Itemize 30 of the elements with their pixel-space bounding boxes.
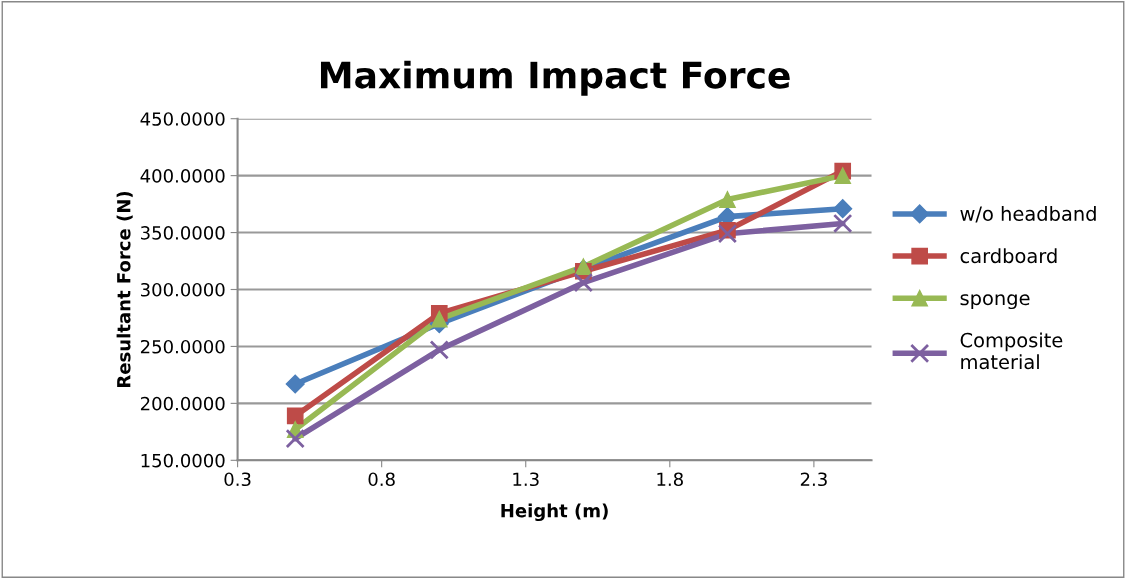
- legend-label: w/o headband: [960, 205, 1096, 223]
- point: [429, 340, 450, 360]
- legend-label: Composite material: [960, 332, 1063, 370]
- point: [573, 272, 594, 293]
- y-tick-label: 250.0000: [140, 339, 225, 354]
- x-tick-label: 0.8: [368, 472, 395, 487]
- y-tick-label: 150.0000: [141, 453, 225, 468]
- x-tick-label: 1.8: [657, 472, 683, 487]
- y-tick-label: 400.0000: [140, 169, 225, 183]
- x-tick-label: 0.3: [224, 472, 251, 487]
- point: [717, 223, 738, 244]
- y-tick-label: 200.0000: [140, 396, 225, 411]
- y-tick-label: 450.0000: [140, 112, 225, 126]
- legend-label: sponge: [960, 294, 1030, 310]
- point: [833, 199, 853, 219]
- point: [285, 428, 305, 449]
- chart-title: Maximum Impact Force: [320, 60, 790, 96]
- point: [285, 374, 305, 394]
- point: [719, 191, 736, 208]
- x-tick-label: 2.3: [800, 472, 827, 487]
- point: [832, 213, 853, 234]
- point: [834, 167, 852, 184]
- y-tick-label: 350.0000: [141, 226, 225, 240]
- y-tick-label: 300.0000: [141, 282, 225, 297]
- point: [286, 407, 304, 425]
- x-tick-label: 1.3: [513, 472, 539, 487]
- x-axis-title: Height (m): [501, 503, 608, 522]
- point: [430, 310, 448, 328]
- legend-label: cardboard: [960, 248, 1057, 264]
- y-axis-title: Resultant Force (N): [116, 191, 133, 387]
